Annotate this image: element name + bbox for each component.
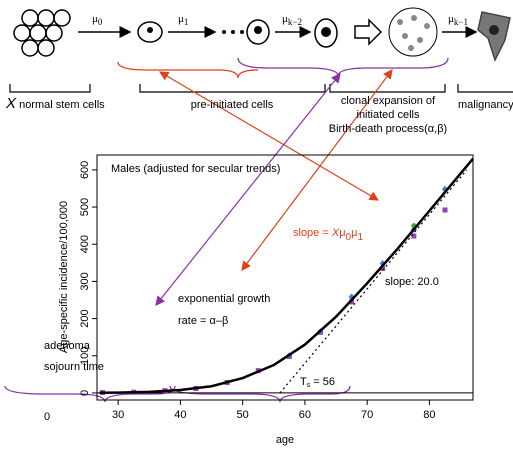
x-tick-label: 60 [299,409,311,421]
ts-label: Ts = 56 [300,376,335,389]
slope-formula: slope = Xμ0μ1 [293,227,363,243]
x-tick-label: 80 [423,409,435,421]
x-axis-label: age [276,434,294,446]
figure: μ0 μ1 μk−2 μk−1 X normal stem cells pre-initi… [0,0,513,450]
rate-label: μ1 [178,13,188,27]
rate-label: μk−1 [448,13,468,27]
rate-label: μ0 [92,13,103,27]
stage-text: normal stem cells [16,99,105,111]
block-arrow [355,20,381,44]
rate-subscript: 1 [184,17,189,27]
y-tick-label: 200 [79,309,91,327]
stage-label: X normal stem cells [5,95,105,112]
cancer-cell [478,12,510,60]
stage-label: clonal expansion of [341,95,436,107]
rate-subscript: k−2 [288,17,302,27]
x-tick-label: 40 [174,409,186,421]
formula-part: 1 [357,232,363,243]
ts-rest: = 56 [310,376,335,388]
red-arrow [160,72,378,200]
x-tick-label: 70 [361,409,373,421]
chart-title: Males (adjusted for secular trends) [111,163,280,175]
stage-label: pre-initiated cells [191,99,274,111]
stage-label: malignancy [458,99,513,111]
y-axis-label: Age-specific incidence/100,000 [58,201,70,353]
x-tick-label: 30 [112,409,124,421]
growth-label: exponential growth [178,293,270,305]
sojourn-label: adenoma [44,340,91,352]
origin-label: 0 [44,411,50,423]
y-tick-label: 600 [79,161,91,179]
formula-part: slope = [293,227,332,239]
y-tick-label: 300 [79,272,91,290]
purple-brace [238,58,448,76]
y-tick-label: 400 [79,235,91,253]
stage-label: Birth-death process(α,β) [329,123,447,135]
rate-subscript: 0 [98,17,103,27]
slope-label: slope: 20.0 [385,276,439,288]
x-tick-label: 50 [237,409,249,421]
y-tick-label: 500 [79,198,91,216]
growth-label: rate = α–β [178,315,228,327]
brackets [10,84,513,92]
y-tick-label: 0 [79,390,91,396]
point [442,208,447,213]
stem-cells [14,10,70,56]
sojourn-label: sojourn time [44,361,104,373]
stage-label: initiated cells [357,109,420,121]
red-brace [118,62,258,78]
rate-subscript: k−1 [454,17,468,27]
rate-label: μk−2 [282,13,302,27]
